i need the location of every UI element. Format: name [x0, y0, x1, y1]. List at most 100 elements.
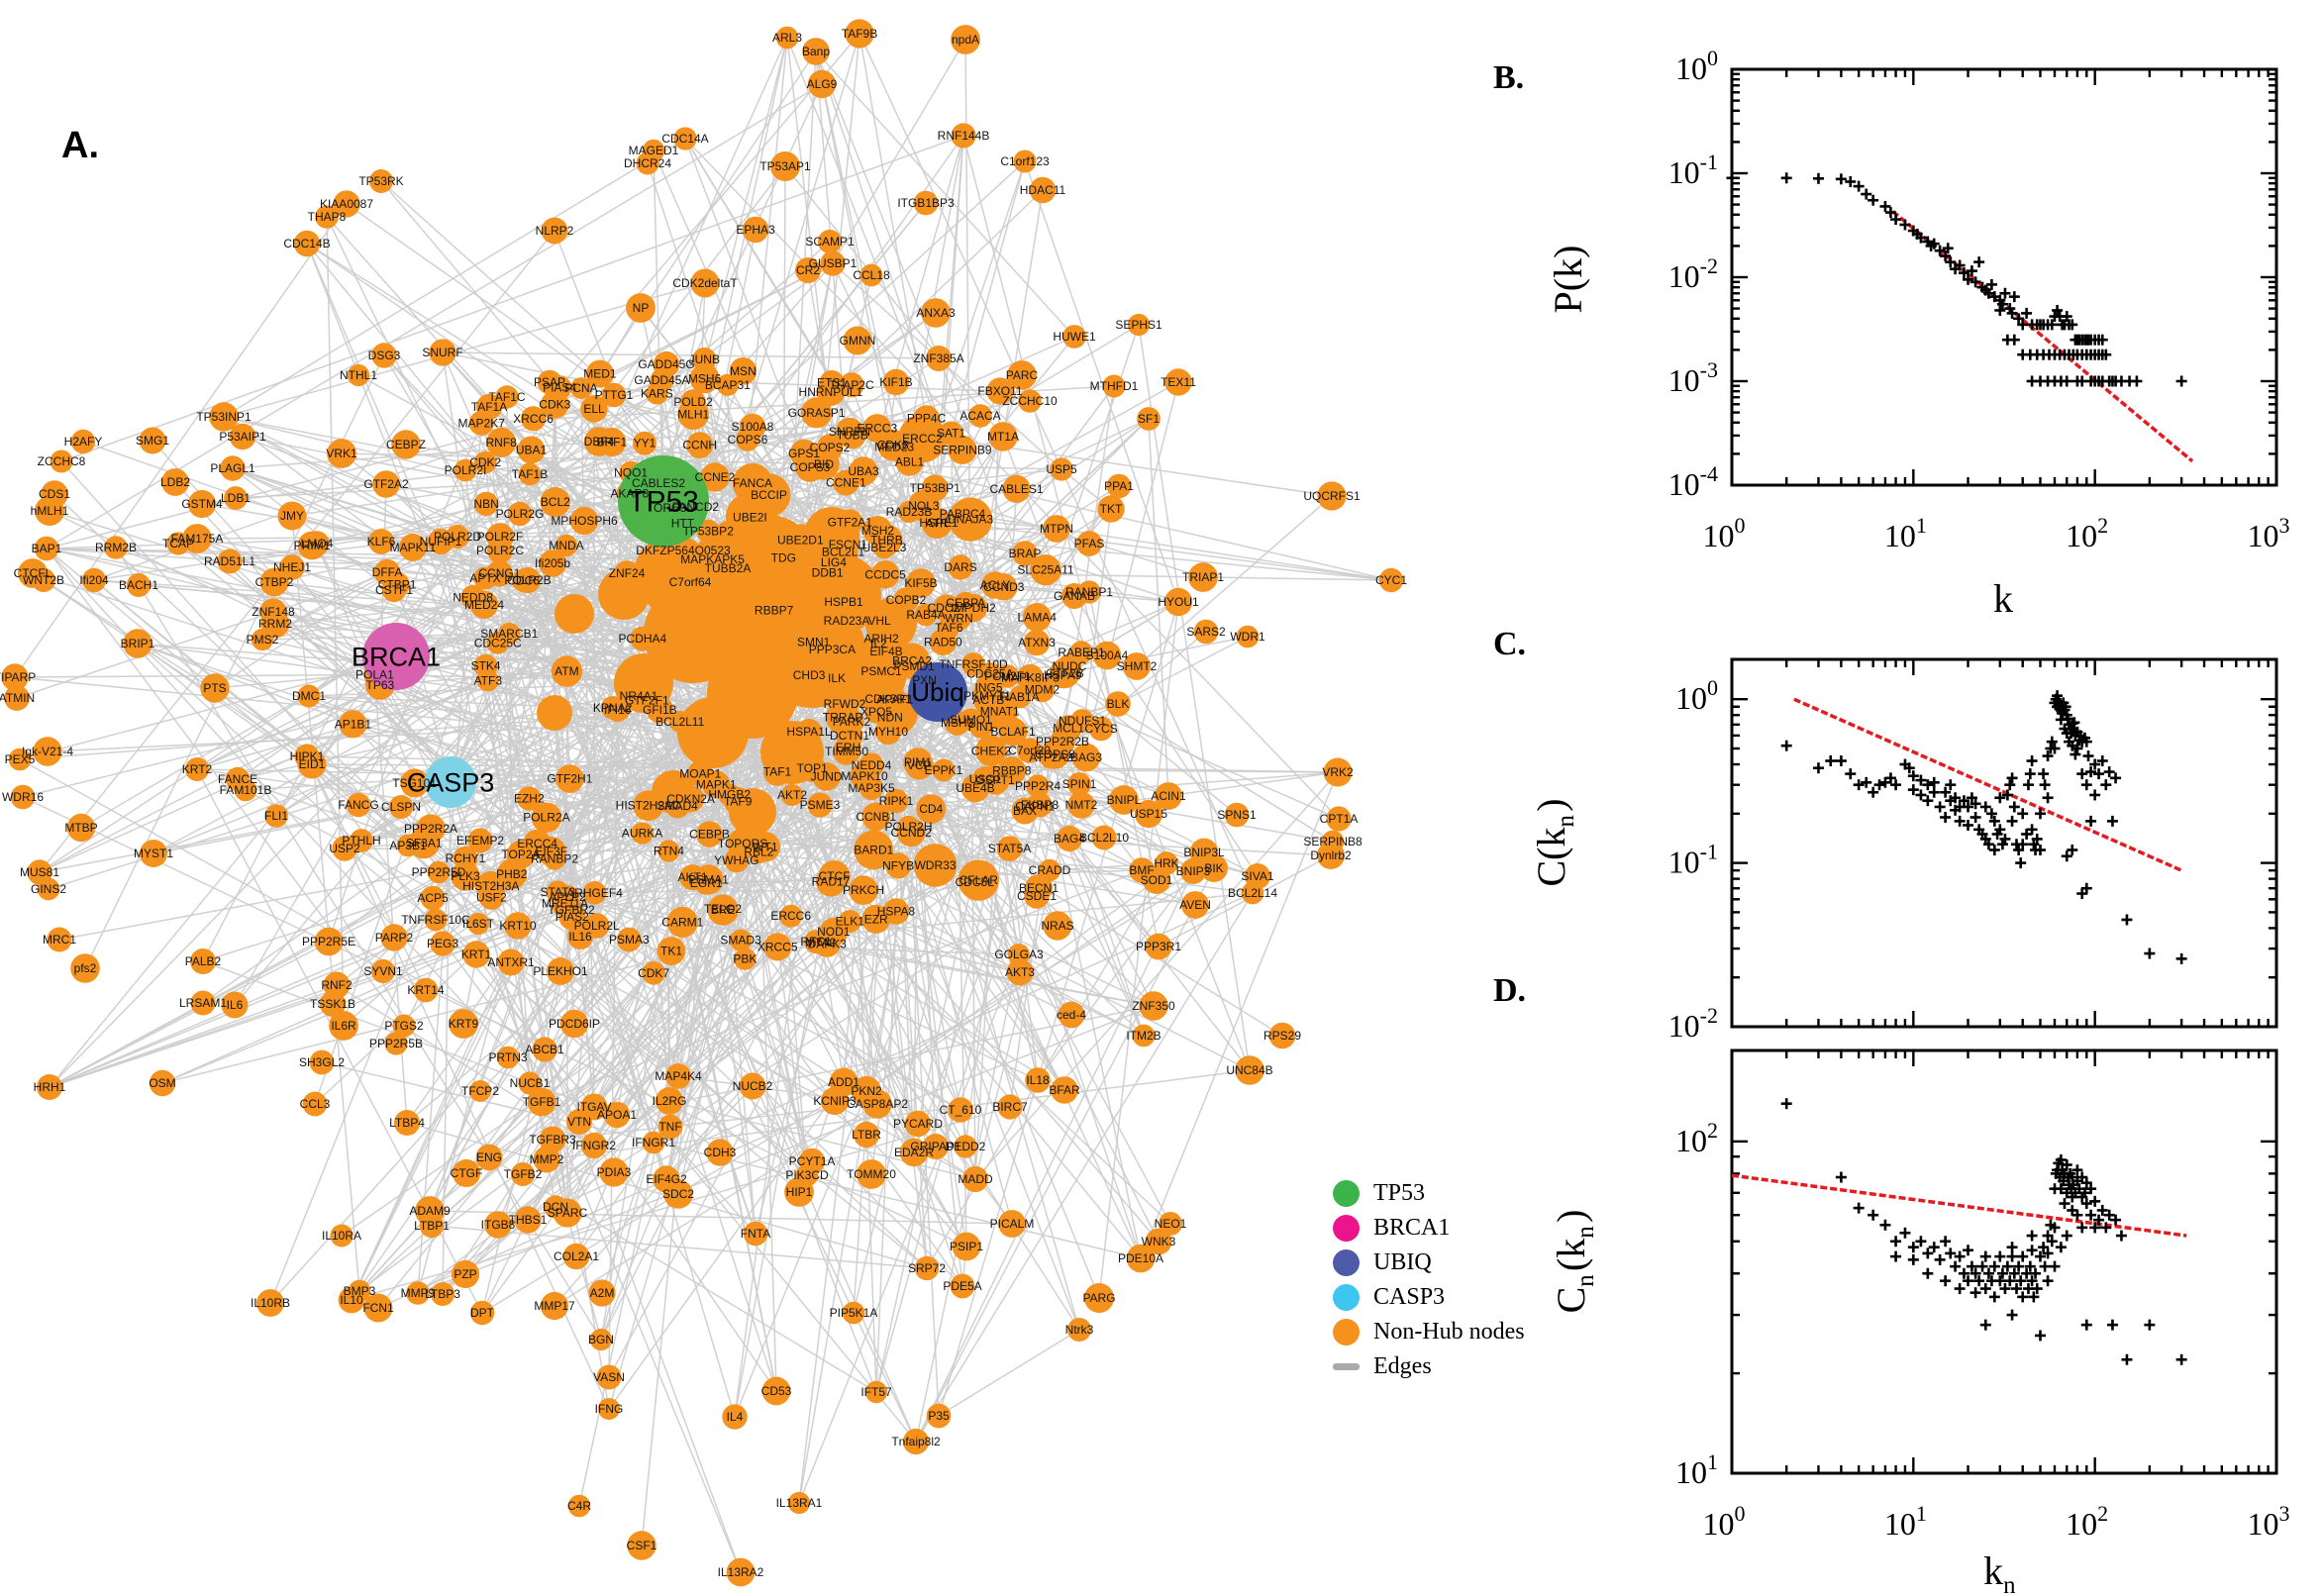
network-node[interactable]	[234, 778, 257, 802]
network-node[interactable]	[556, 764, 584, 793]
network-node[interactable]	[315, 205, 339, 229]
network-node[interactable]	[475, 870, 507, 902]
network-node[interactable]	[562, 1243, 590, 1270]
network-node[interactable]	[1145, 933, 1172, 960]
network-node[interactable]	[893, 587, 919, 613]
network-node[interactable]	[796, 719, 822, 745]
network-node[interactable]	[408, 827, 441, 859]
network-node[interactable]	[1134, 799, 1163, 829]
network-node[interactable]	[1084, 1283, 1114, 1313]
network-node[interactable]	[614, 560, 640, 586]
network-node[interactable]	[329, 1011, 358, 1041]
network-node[interactable]	[726, 1557, 756, 1587]
network-node[interactable]	[511, 1162, 535, 1186]
network-node[interactable]	[845, 19, 874, 49]
network-node[interactable]	[140, 840, 167, 867]
network-node[interactable]	[933, 594, 960, 622]
network-node[interactable]	[812, 762, 841, 791]
network-node[interactable]	[368, 529, 394, 554]
network-node[interactable]	[858, 775, 884, 801]
network-node[interactable]	[123, 629, 152, 658]
network-node[interactable]	[309, 1049, 335, 1075]
network-node[interactable]	[473, 653, 498, 678]
network-node[interactable]	[539, 549, 566, 577]
network-node[interactable]	[1088, 716, 1114, 742]
network-node[interactable]	[585, 359, 614, 388]
network-node[interactable]	[1126, 1244, 1156, 1273]
network-node[interactable]	[346, 792, 371, 818]
network-node[interactable]	[692, 347, 717, 372]
network-node[interactable]	[763, 933, 792, 961]
network-node[interactable]	[820, 250, 846, 276]
network-node[interactable]	[633, 431, 656, 455]
network-node[interactable]	[348, 1279, 371, 1303]
network-node[interactable]	[452, 1158, 481, 1188]
network-node[interactable]	[1006, 958, 1034, 986]
network-node[interactable]	[807, 69, 837, 99]
network-node[interactable]	[808, 449, 840, 480]
network-node[interactable]	[1040, 740, 1070, 769]
network-node[interactable]	[1163, 587, 1193, 617]
network-node[interactable]	[819, 369, 845, 395]
network-node[interactable]	[333, 190, 360, 218]
network-node[interactable]	[706, 1139, 734, 1166]
network-node[interactable]	[771, 547, 795, 570]
network-node[interactable]	[347, 363, 370, 387]
network-node[interactable]	[801, 397, 833, 429]
network-node[interactable]	[697, 544, 729, 575]
network-node[interactable]	[837, 509, 863, 536]
network-node[interactable]	[1012, 541, 1038, 566]
network-node[interactable]	[926, 1403, 952, 1429]
network-node[interactable]	[454, 458, 477, 482]
network-node[interactable]	[882, 368, 910, 396]
network-node[interactable]	[468, 410, 494, 436]
network-node[interactable]	[1105, 691, 1131, 717]
network-node[interactable]	[990, 573, 1018, 601]
network-node[interactable]	[473, 450, 497, 474]
network-node[interactable]	[687, 760, 714, 787]
network-node[interactable]	[527, 1087, 556, 1117]
network-node[interactable]	[914, 1255, 940, 1281]
network-node[interactable]	[676, 785, 705, 813]
network-node[interactable]	[896, 818, 926, 848]
network-node[interactable]	[521, 406, 547, 432]
network-node[interactable]	[961, 1165, 989, 1193]
network-node[interactable]	[127, 573, 151, 597]
network-node[interactable]	[47, 927, 72, 952]
network-node[interactable]	[814, 931, 841, 957]
network-node[interactable]	[1016, 663, 1044, 692]
network-node[interactable]	[430, 931, 455, 956]
network-node[interactable]	[996, 836, 1023, 861]
network-node[interactable]	[686, 432, 714, 458]
network-node[interactable]	[968, 404, 992, 428]
network-core-node[interactable]	[537, 695, 572, 731]
network-node[interactable]	[598, 1398, 620, 1420]
network-node[interactable]	[739, 1072, 766, 1100]
network-node[interactable]	[902, 1428, 930, 1455]
network-node[interactable]	[533, 1146, 560, 1173]
network-node[interactable]	[656, 1087, 683, 1115]
network-node[interactable]	[998, 1210, 1026, 1238]
network-node[interactable]	[627, 1531, 656, 1560]
network-node[interactable]	[1137, 407, 1161, 431]
network-node[interactable]	[603, 1101, 631, 1129]
network-node[interactable]	[784, 1177, 814, 1207]
network-node[interactable]	[958, 859, 999, 901]
network-node[interactable]	[761, 1376, 791, 1406]
network-node[interactable]	[948, 554, 973, 580]
network-node[interactable]	[1043, 515, 1070, 543]
network-node[interactable]	[380, 924, 408, 951]
network-node[interactable]	[149, 1069, 176, 1097]
network-node[interactable]	[862, 516, 893, 546]
network-node[interactable]	[517, 436, 546, 464]
network-node[interactable]	[518, 1071, 542, 1095]
network-node[interactable]	[32, 568, 55, 592]
network-node[interactable]	[1026, 774, 1050, 798]
network-node[interactable]	[1236, 625, 1260, 648]
network-node[interactable]	[904, 750, 934, 780]
network-node[interactable]	[843, 326, 872, 355]
network-node[interactable]	[673, 127, 697, 150]
network-node[interactable]	[50, 449, 73, 473]
network-node[interactable]	[818, 636, 846, 663]
network-node[interactable]	[589, 1328, 613, 1351]
